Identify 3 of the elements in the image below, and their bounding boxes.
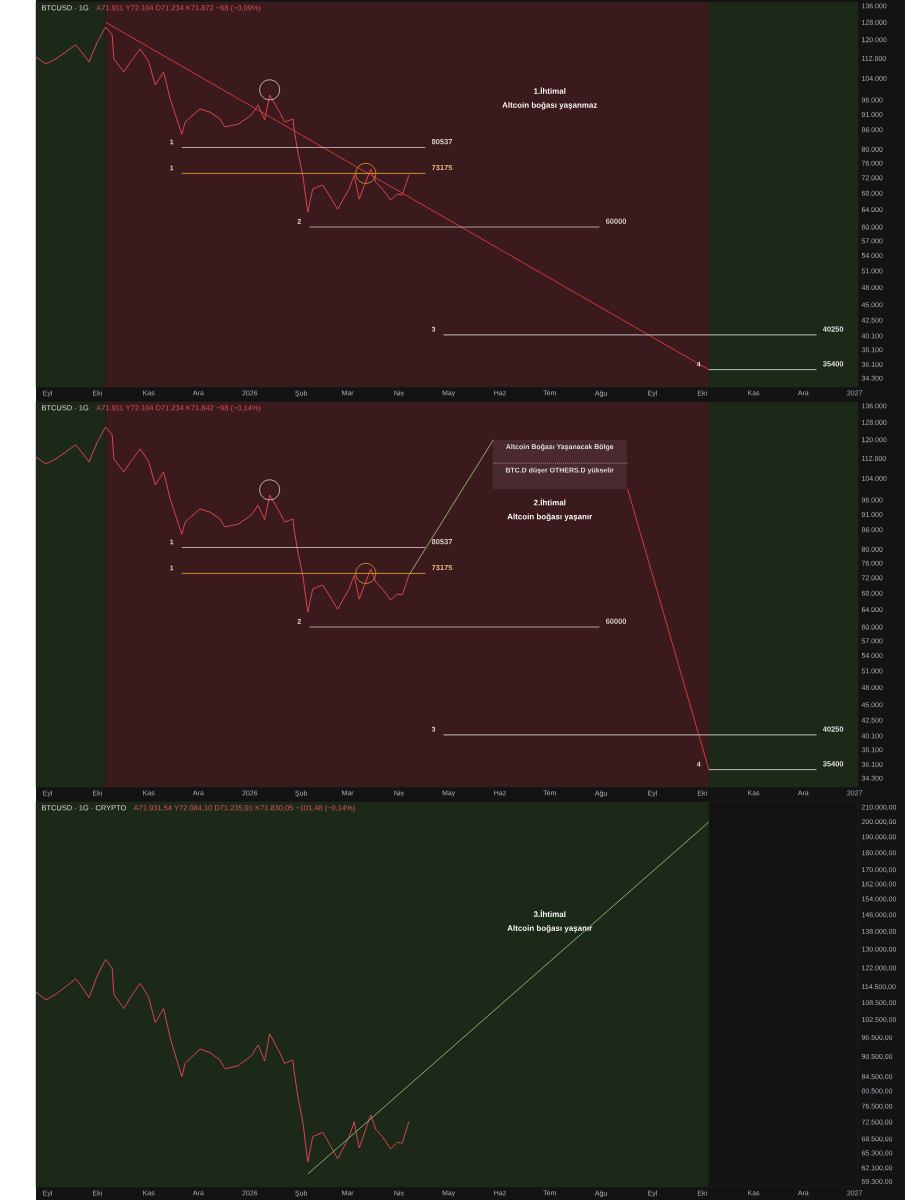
line-series xyxy=(36,26,410,213)
line-series xyxy=(36,426,410,613)
line-series xyxy=(36,958,410,1163)
